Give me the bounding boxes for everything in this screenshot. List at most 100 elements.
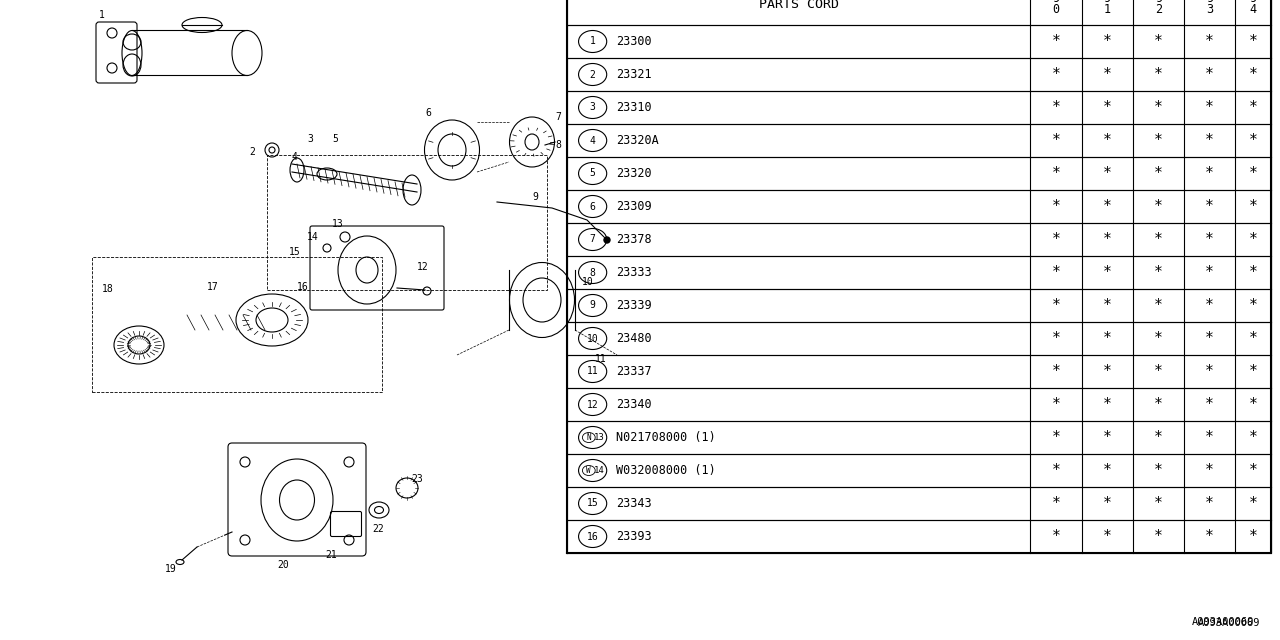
Text: 23310: 23310 xyxy=(616,101,652,114)
Text: *: * xyxy=(1206,133,1213,148)
Text: 6: 6 xyxy=(590,202,595,211)
Text: *: * xyxy=(1103,67,1111,82)
Text: *: * xyxy=(1206,34,1213,49)
Text: *: * xyxy=(1249,463,1257,478)
Text: *: * xyxy=(1206,67,1213,82)
Text: *: * xyxy=(1052,100,1060,115)
Text: 13: 13 xyxy=(594,433,604,442)
Text: 23393: 23393 xyxy=(616,530,652,543)
Text: *: * xyxy=(1249,298,1257,313)
Text: *: * xyxy=(1155,265,1162,280)
Text: 5: 5 xyxy=(332,134,338,144)
Text: 23339: 23339 xyxy=(616,299,652,312)
Text: 10: 10 xyxy=(586,333,599,344)
Text: *: * xyxy=(1249,364,1257,379)
Text: 15: 15 xyxy=(586,499,599,509)
Text: 9: 9 xyxy=(590,301,595,310)
Text: *: * xyxy=(1206,463,1213,478)
Text: W: W xyxy=(586,466,591,475)
Text: 23320: 23320 xyxy=(616,167,652,180)
Circle shape xyxy=(604,237,611,243)
Text: 9
1: 9 1 xyxy=(1103,0,1111,16)
Text: *: * xyxy=(1249,331,1257,346)
Text: PARTS CORD: PARTS CORD xyxy=(759,0,838,10)
Text: *: * xyxy=(1249,430,1257,445)
Text: 23300: 23300 xyxy=(616,35,652,48)
Text: *: * xyxy=(1052,496,1060,511)
Text: 11: 11 xyxy=(586,367,599,376)
Text: 23340: 23340 xyxy=(616,398,652,411)
Text: 19: 19 xyxy=(165,564,177,574)
Text: 5: 5 xyxy=(590,168,595,179)
Text: *: * xyxy=(1103,34,1111,49)
Text: *: * xyxy=(1052,199,1060,214)
Text: *: * xyxy=(1052,265,1060,280)
Text: *: * xyxy=(1155,232,1162,247)
Text: *: * xyxy=(1103,133,1111,148)
Text: 10: 10 xyxy=(582,277,594,287)
Text: 9
3: 9 3 xyxy=(1206,0,1213,16)
Text: *: * xyxy=(1249,166,1257,181)
Text: 14: 14 xyxy=(594,466,604,475)
Text: *: * xyxy=(1155,463,1162,478)
Text: 11: 11 xyxy=(595,354,607,364)
Text: 13: 13 xyxy=(332,219,344,229)
Text: 23320A: 23320A xyxy=(616,134,658,147)
Text: *: * xyxy=(1103,199,1111,214)
Text: N: N xyxy=(586,433,591,442)
Text: *: * xyxy=(1155,496,1162,511)
Text: *: * xyxy=(1206,199,1213,214)
Text: 16: 16 xyxy=(297,282,308,292)
Text: *: * xyxy=(1249,265,1257,280)
Text: *: * xyxy=(1249,496,1257,511)
Text: 17: 17 xyxy=(207,282,219,292)
Text: *: * xyxy=(1052,397,1060,412)
Text: *: * xyxy=(1249,232,1257,247)
Text: 9: 9 xyxy=(532,192,538,202)
Text: 23333: 23333 xyxy=(616,266,652,279)
Text: *: * xyxy=(1249,34,1257,49)
Text: *: * xyxy=(1052,463,1060,478)
Text: *: * xyxy=(1249,529,1257,544)
Text: *: * xyxy=(1155,364,1162,379)
Text: 12: 12 xyxy=(417,262,429,272)
Text: 23343: 23343 xyxy=(616,497,652,510)
Text: *: * xyxy=(1103,298,1111,313)
Text: *: * xyxy=(1249,67,1257,82)
Text: *: * xyxy=(1206,430,1213,445)
Text: *: * xyxy=(1249,100,1257,115)
Text: *: * xyxy=(1155,166,1162,181)
Text: *: * xyxy=(1052,298,1060,313)
Text: *: * xyxy=(1155,430,1162,445)
Text: 23309: 23309 xyxy=(616,200,652,213)
Text: *: * xyxy=(1155,397,1162,412)
Text: 21: 21 xyxy=(325,550,337,560)
Text: *: * xyxy=(1206,166,1213,181)
Text: *: * xyxy=(1052,166,1060,181)
Text: 7: 7 xyxy=(556,112,561,122)
Text: *: * xyxy=(1206,529,1213,544)
Text: 8: 8 xyxy=(590,268,595,278)
Text: *: * xyxy=(1052,331,1060,346)
Text: 9
0: 9 0 xyxy=(1052,0,1060,16)
Text: *: * xyxy=(1155,133,1162,148)
Text: *: * xyxy=(1155,199,1162,214)
Text: A093A00069: A093A00069 xyxy=(1198,618,1261,628)
Text: 1: 1 xyxy=(99,10,105,20)
Text: 23378: 23378 xyxy=(616,233,652,246)
Text: *: * xyxy=(1249,133,1257,148)
Text: *: * xyxy=(1103,331,1111,346)
Text: *: * xyxy=(1103,529,1111,544)
Text: 2: 2 xyxy=(590,70,595,79)
Text: *: * xyxy=(1103,430,1111,445)
Text: *: * xyxy=(1103,496,1111,511)
Text: *: * xyxy=(1206,331,1213,346)
Text: *: * xyxy=(1052,133,1060,148)
Text: *: * xyxy=(1052,364,1060,379)
Text: *: * xyxy=(1052,430,1060,445)
Text: 7: 7 xyxy=(590,234,595,244)
Text: 16: 16 xyxy=(586,531,599,541)
Text: 4: 4 xyxy=(292,152,298,162)
Text: N021708000 (1): N021708000 (1) xyxy=(616,431,716,444)
Text: 8: 8 xyxy=(556,140,561,150)
